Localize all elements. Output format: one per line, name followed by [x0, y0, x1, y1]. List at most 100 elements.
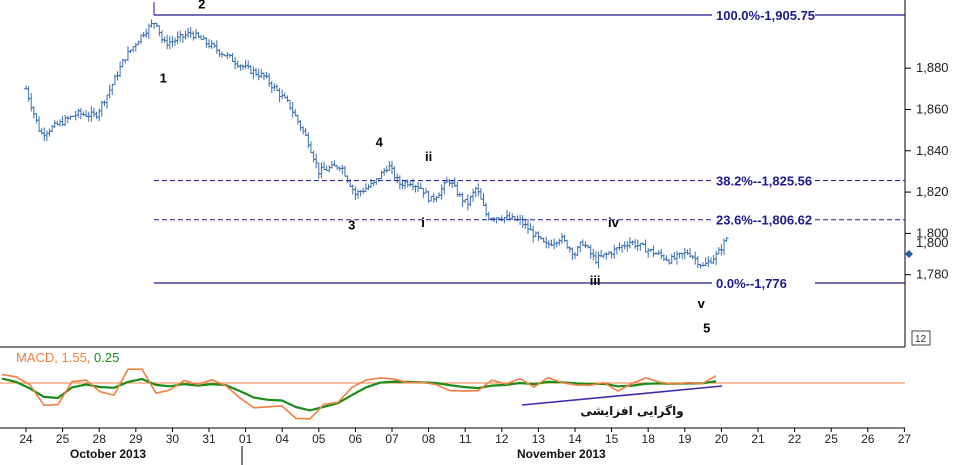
price-bar — [298, 120, 303, 131]
macd-line — [1, 368, 717, 420]
x-tick-label: 15 — [605, 432, 619, 446]
wave-label: iii — [590, 273, 601, 288]
price-bar — [345, 175, 350, 184]
price-bar — [523, 218, 528, 229]
price-bar — [625, 240, 630, 252]
price-bar — [669, 253, 674, 264]
x-tick-label: 20 — [715, 432, 729, 446]
price-bar — [204, 37, 209, 48]
last-price-marker — [905, 250, 913, 258]
price-bar — [235, 60, 240, 68]
price-bar — [31, 106, 36, 119]
price-bar — [439, 184, 444, 200]
y-tick-label: 1,780 — [916, 267, 949, 282]
price-bar — [395, 173, 400, 184]
x-tick-label: 29 — [129, 432, 143, 446]
price-bar — [612, 244, 617, 259]
x-tick-label: 22 — [788, 432, 802, 446]
price-bar — [267, 72, 272, 87]
price-bar — [76, 108, 81, 118]
price-bar — [698, 263, 703, 269]
x-tick-label: 27 — [898, 432, 912, 446]
price-bar — [209, 39, 214, 49]
fib-label: 100.0%-1,905.75 — [716, 8, 815, 23]
price-bar — [248, 65, 253, 75]
price-bar — [175, 31, 180, 45]
macd-legend-name: MACD, 1.55, — [16, 350, 94, 365]
price-bar — [528, 223, 533, 231]
price-bar — [319, 162, 324, 179]
price-bar — [674, 250, 679, 265]
fib-label: 0.0%--1,776 — [716, 276, 787, 291]
price-bar — [243, 59, 248, 69]
price-bar — [105, 94, 110, 109]
price-bar — [173, 37, 178, 46]
price-bar — [591, 248, 596, 261]
wave-label: iv — [608, 215, 620, 230]
price-bar — [73, 110, 78, 121]
price-bar — [633, 239, 638, 249]
price-bar — [311, 150, 316, 163]
x-tick-label: 07 — [385, 432, 399, 446]
price-bar — [52, 120, 57, 129]
x-tick-label: 06 — [349, 432, 363, 446]
x-tick-label: 13 — [532, 432, 546, 446]
x-tick-label: 14 — [568, 432, 582, 446]
price-bar — [97, 108, 102, 122]
price-bar — [99, 100, 104, 117]
y-tick-label: 1,800 — [916, 225, 949, 240]
price-bar — [277, 88, 282, 103]
price-bar — [397, 175, 402, 190]
price-bars — [24, 19, 729, 269]
price-bar — [661, 254, 666, 262]
price-bar — [207, 39, 211, 49]
price-bar — [264, 72, 269, 79]
price-bar — [416, 181, 421, 192]
price-bar — [358, 189, 363, 197]
price-bar — [667, 258, 672, 265]
price-bar — [505, 209, 510, 220]
x-tick-label: 28 — [93, 432, 107, 446]
price-bar — [47, 128, 52, 137]
price-bar — [118, 61, 123, 78]
price-bar — [240, 64, 245, 71]
y-tick-label: 1,840 — [916, 143, 949, 158]
price-bar — [165, 34, 170, 50]
price-bar — [57, 119, 62, 127]
price-bar — [272, 83, 277, 92]
price-bar — [94, 111, 99, 120]
price-bar — [34, 113, 39, 124]
price-bar — [423, 187, 428, 194]
price-bar — [180, 34, 185, 44]
price-bar — [685, 249, 690, 255]
scale-icon[interactable] — [911, 330, 931, 346]
price-bar — [659, 248, 664, 260]
price-bar — [617, 242, 622, 251]
price-bar — [102, 100, 107, 107]
price-bar — [303, 127, 308, 136]
fib-label: 23.6%--1,806.62 — [716, 213, 812, 228]
x-tick-label: 04 — [276, 432, 290, 446]
x-tick-label: 11 — [459, 432, 472, 446]
price-bar — [293, 109, 298, 117]
price-bar — [525, 218, 530, 234]
price-bar — [225, 51, 230, 60]
price-bar — [379, 170, 384, 180]
divergence-note: واگرایی افزایشی — [580, 404, 683, 419]
price-bar — [460, 192, 465, 207]
price-bar — [63, 114, 68, 127]
price-bar — [481, 192, 486, 207]
price-bar — [701, 262, 706, 267]
price-bar — [26, 86, 31, 102]
price-bar — [408, 181, 413, 187]
price-bar — [280, 89, 285, 100]
macd-panel — [0, 368, 905, 420]
price-bar — [520, 215, 525, 229]
price-bar — [285, 95, 290, 102]
price-bar — [37, 116, 42, 133]
price-bar — [178, 30, 183, 43]
price-bar — [630, 240, 635, 246]
fib-label: 38.2%--1,825.56 — [716, 174, 812, 189]
y-tick-label: 1,820 — [916, 184, 949, 199]
